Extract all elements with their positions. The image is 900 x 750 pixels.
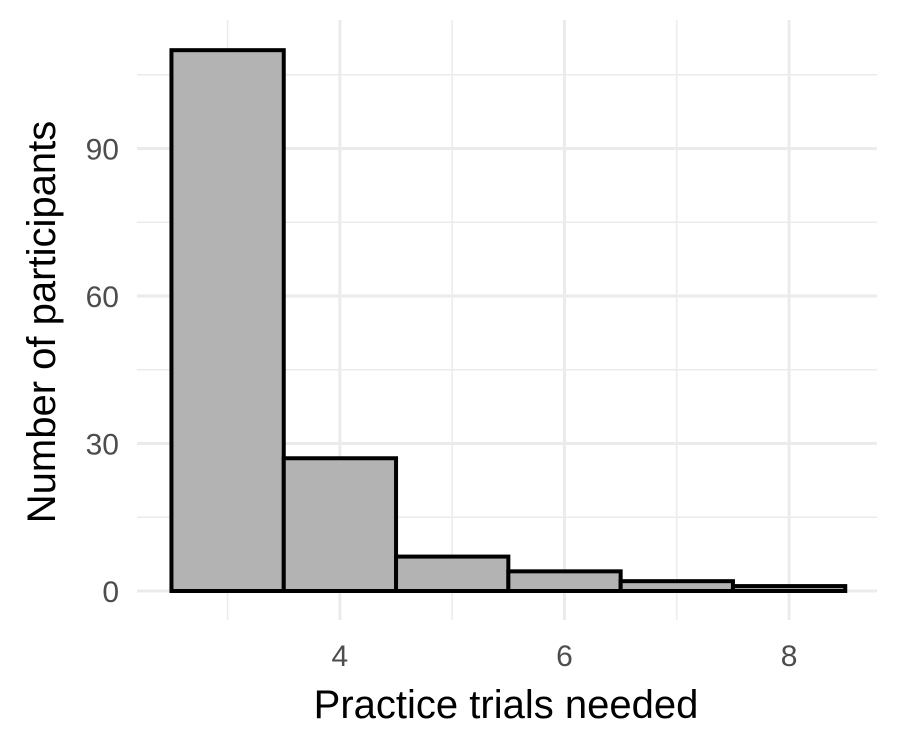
histogram-bar: [394, 554, 511, 593]
tick-labels: 4 6 8 0 30 60 90: [86, 134, 798, 674]
y-tick-label: 0: [102, 576, 119, 609]
y-axis-title: Number of participants: [20, 121, 64, 523]
x-tick-label: 8: [781, 640, 798, 673]
histogram-bar: [169, 48, 286, 593]
y-tick-label: 30: [86, 429, 119, 462]
y-tick-label: 60: [86, 281, 119, 314]
histogram-bar: [506, 569, 623, 593]
histogram-bar: [730, 584, 848, 593]
histogram-bar: [281, 456, 399, 593]
bars: [169, 48, 848, 594]
x-tick-label: 4: [332, 640, 349, 673]
x-axis-title: Practice trials needed: [314, 683, 699, 727]
y-tick-label: 90: [86, 134, 119, 167]
histogram-bar: [618, 579, 735, 594]
x-tick-label: 6: [556, 640, 573, 673]
